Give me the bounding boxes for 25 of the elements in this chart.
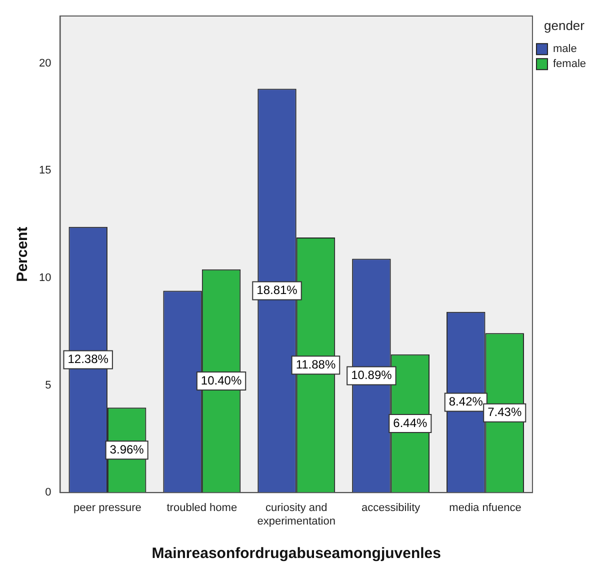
legend-title: gender <box>544 18 586 34</box>
x-tick-label: peer pressure <box>74 502 142 514</box>
data-label: 18.81% <box>256 283 298 297</box>
data-label: 10.89% <box>351 368 392 382</box>
data-label: 10.40% <box>200 373 242 388</box>
category-label: curiosity and <box>265 502 328 514</box>
x-tick-label: troubled home <box>166 502 238 514</box>
y-axis-title: Percent <box>14 226 32 282</box>
legend-label: male <box>552 43 577 56</box>
y-tick-label: 5 <box>45 379 52 392</box>
legend-label: female <box>552 58 586 70</box>
y-tick-label: 10 <box>38 272 52 284</box>
y-tick-label: 15 <box>38 164 52 177</box>
x-axis-title: Mainreasonfordrugabuseamongjuvenles <box>152 545 441 562</box>
data-label: 12.38% <box>68 352 109 366</box>
data-label: 8.42% <box>448 394 484 409</box>
data-label: 11.88% <box>296 357 336 372</box>
y-tick-label: 0 <box>45 486 52 499</box>
data-label: 6.44% <box>393 416 428 430</box>
x-tick-label: accessibility <box>361 502 421 514</box>
x-tick-label: media nfuence <box>449 502 522 514</box>
y-tick-label: 20 <box>38 57 52 70</box>
data-label: 7.43% <box>488 405 522 420</box>
category-label: experimentation <box>257 515 336 528</box>
data-label: 3.96% <box>110 442 144 456</box>
